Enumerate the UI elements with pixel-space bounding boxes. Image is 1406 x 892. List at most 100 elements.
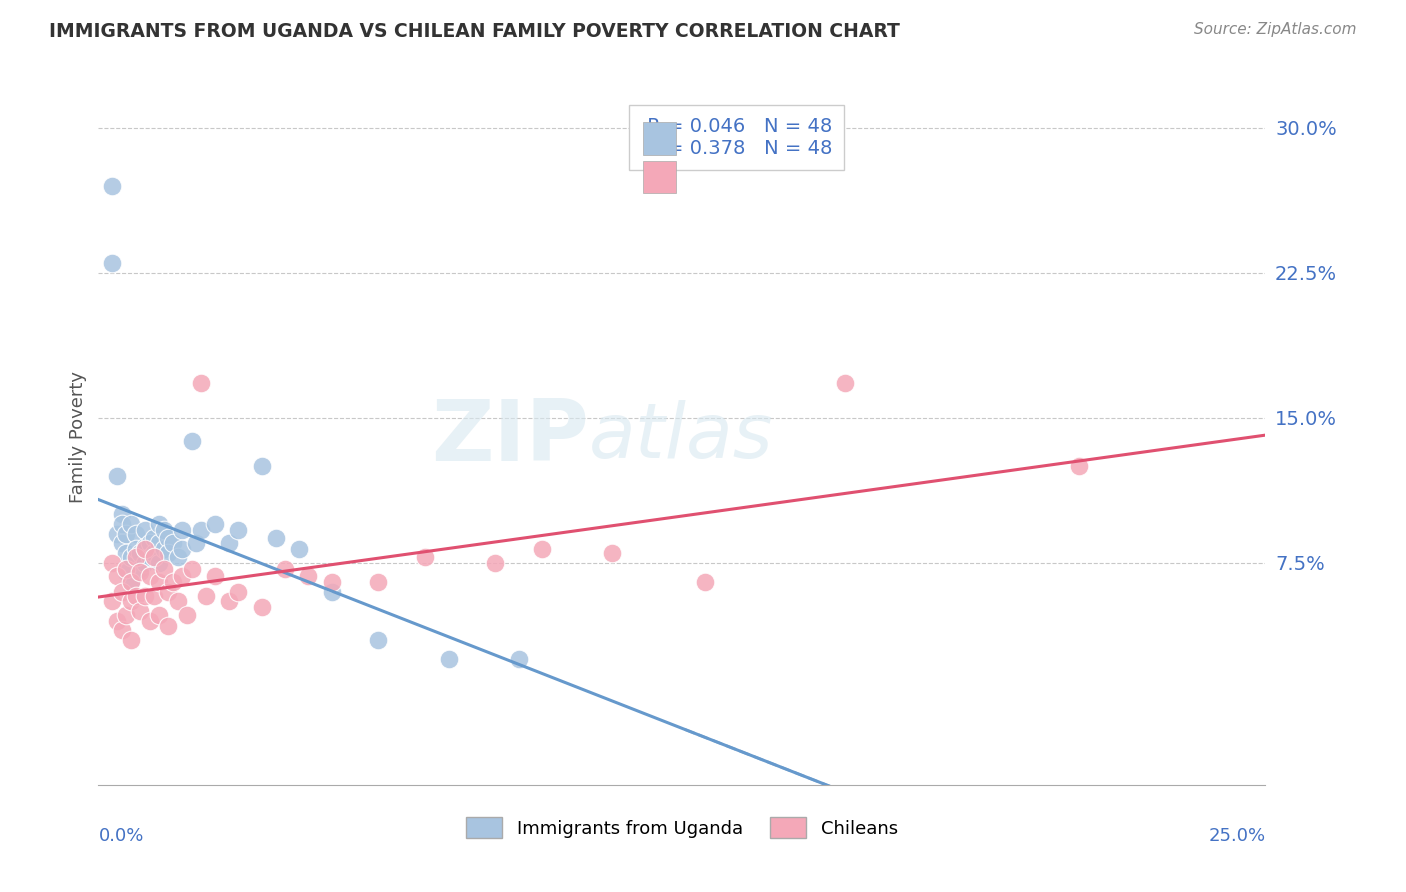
Point bbox=[162, 536, 184, 550]
Point bbox=[321, 574, 343, 589]
Point bbox=[250, 600, 273, 615]
Point bbox=[120, 516, 142, 531]
Point bbox=[134, 556, 156, 570]
Point bbox=[129, 546, 152, 560]
Point bbox=[105, 526, 128, 541]
Point bbox=[157, 584, 180, 599]
Point bbox=[120, 549, 142, 564]
Point bbox=[125, 589, 148, 603]
Point bbox=[115, 561, 138, 575]
Point bbox=[166, 549, 188, 564]
Point bbox=[105, 614, 128, 628]
Point bbox=[148, 516, 170, 531]
Point bbox=[288, 542, 311, 557]
Point bbox=[228, 584, 250, 599]
Point bbox=[111, 584, 134, 599]
Point bbox=[143, 549, 166, 564]
Point bbox=[834, 376, 856, 390]
Point bbox=[152, 561, 174, 575]
Point bbox=[194, 589, 217, 603]
Point bbox=[134, 589, 156, 603]
Point bbox=[157, 531, 180, 545]
Point bbox=[115, 566, 138, 580]
Point bbox=[530, 542, 553, 557]
Text: 25.0%: 25.0% bbox=[1208, 827, 1265, 845]
Point bbox=[157, 546, 180, 560]
Point bbox=[437, 652, 460, 666]
Point bbox=[695, 574, 717, 589]
Text: atlas: atlas bbox=[589, 401, 773, 474]
Point bbox=[139, 549, 162, 564]
Point bbox=[148, 536, 170, 550]
Point bbox=[129, 566, 152, 580]
Point bbox=[139, 569, 162, 583]
Point bbox=[143, 531, 166, 545]
Text: ZIP: ZIP bbox=[430, 395, 589, 479]
Point bbox=[180, 561, 202, 575]
FancyBboxPatch shape bbox=[644, 122, 676, 155]
Point bbox=[120, 633, 142, 648]
Point bbox=[1067, 458, 1090, 473]
Point bbox=[172, 569, 194, 583]
Point bbox=[218, 536, 240, 550]
Point bbox=[172, 523, 194, 537]
Point bbox=[176, 607, 198, 622]
Point bbox=[139, 614, 162, 628]
Point bbox=[297, 569, 319, 583]
Point bbox=[134, 542, 156, 557]
Point bbox=[134, 523, 156, 537]
Point bbox=[413, 549, 436, 564]
Point bbox=[190, 376, 212, 390]
Text: Source: ZipAtlas.com: Source: ZipAtlas.com bbox=[1194, 22, 1357, 37]
Point bbox=[129, 561, 152, 575]
Point bbox=[111, 536, 134, 550]
Point bbox=[162, 574, 184, 589]
Text: 0.0%: 0.0% bbox=[98, 827, 143, 845]
Text: R = 0.046   N = 48
 R = 0.378   N = 48: R = 0.046 N = 48 R = 0.378 N = 48 bbox=[641, 117, 832, 158]
Point bbox=[250, 458, 273, 473]
Point bbox=[148, 574, 170, 589]
Point bbox=[111, 508, 134, 522]
Point bbox=[186, 536, 208, 550]
Legend: Immigrants from Uganda, Chileans: Immigrants from Uganda, Chileans bbox=[458, 810, 905, 846]
Point bbox=[367, 574, 389, 589]
Point bbox=[204, 516, 226, 531]
Point bbox=[180, 434, 202, 448]
Point bbox=[152, 523, 174, 537]
Point bbox=[204, 569, 226, 583]
Point bbox=[190, 523, 212, 537]
Point bbox=[115, 546, 138, 560]
Point bbox=[143, 589, 166, 603]
FancyBboxPatch shape bbox=[644, 161, 676, 194]
Point bbox=[484, 556, 506, 570]
Point bbox=[508, 652, 530, 666]
Point bbox=[157, 619, 180, 633]
Text: IMMIGRANTS FROM UGANDA VS CHILEAN FAMILY POVERTY CORRELATION CHART: IMMIGRANTS FROM UGANDA VS CHILEAN FAMILY… bbox=[49, 22, 900, 41]
Point bbox=[101, 256, 124, 270]
Point bbox=[148, 607, 170, 622]
Point bbox=[111, 516, 134, 531]
Point bbox=[129, 604, 152, 618]
Point bbox=[321, 584, 343, 599]
Point bbox=[172, 542, 194, 557]
Point bbox=[111, 624, 134, 638]
Point bbox=[125, 542, 148, 557]
Point bbox=[120, 594, 142, 608]
Point bbox=[134, 540, 156, 554]
Point bbox=[120, 574, 142, 589]
Point bbox=[367, 633, 389, 648]
Point bbox=[274, 561, 297, 575]
Point bbox=[101, 594, 124, 608]
Point bbox=[125, 549, 148, 564]
Point bbox=[105, 569, 128, 583]
Point bbox=[228, 523, 250, 537]
Point bbox=[101, 556, 124, 570]
Point bbox=[264, 531, 287, 545]
Point bbox=[218, 594, 240, 608]
Point bbox=[105, 468, 128, 483]
Point bbox=[600, 546, 623, 560]
Point bbox=[115, 526, 138, 541]
Y-axis label: Family Poverty: Family Poverty bbox=[69, 371, 87, 503]
Point bbox=[115, 607, 138, 622]
Point bbox=[125, 526, 148, 541]
